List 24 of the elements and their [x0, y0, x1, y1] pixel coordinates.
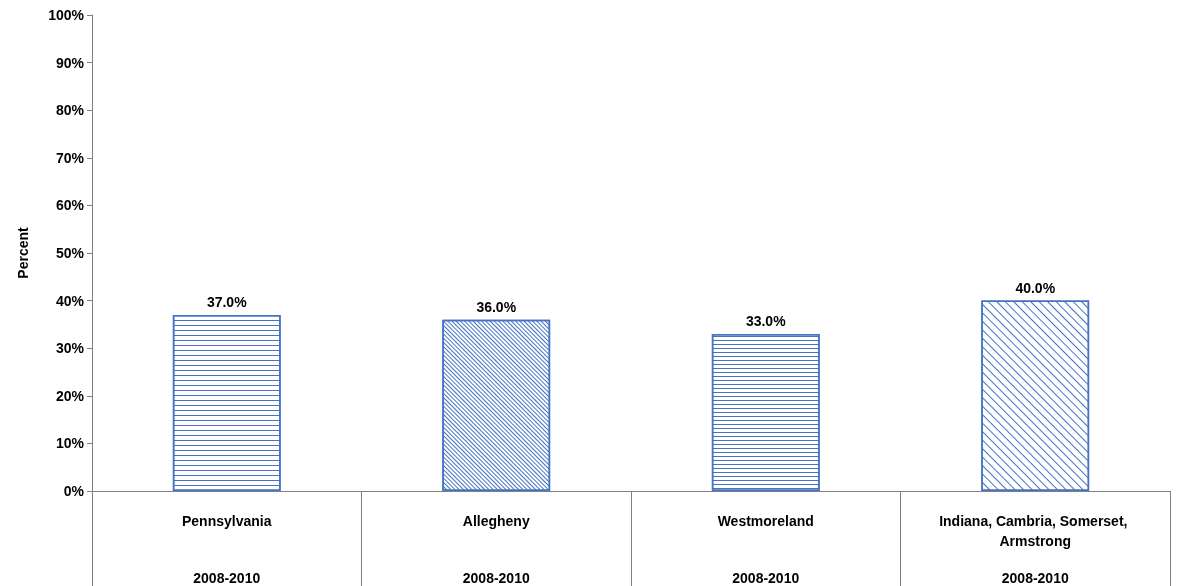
y-tick-label: 60%: [55, 197, 85, 214]
data-label: 36.0%: [476, 298, 517, 315]
y-tick-label: 30%: [55, 340, 85, 357]
y-tick-label: 80%: [55, 102, 85, 119]
x-tick-label: Allegheny: [462, 513, 530, 529]
y-tick-label: 70%: [55, 149, 85, 166]
x-tick-label: Westmoreland: [717, 513, 814, 529]
y-axis-title: Percent: [15, 226, 31, 279]
text: 2008-2010: [1001, 570, 1069, 586]
data-label: 37.0%: [206, 293, 248, 310]
y-tick-label: 100%: [48, 7, 85, 23]
data-label: 33.0%: [745, 312, 787, 329]
y-tick-label: 20%: [55, 387, 85, 404]
x-tick-label: Indiana, Cambria, Somerset, Armstrong: [939, 513, 1132, 549]
y-tick-label: 10%: [55, 435, 85, 452]
data-label: 40.0%: [1015, 279, 1056, 296]
x-tick-label: Pennsylvania: [182, 513, 272, 529]
y-tick-label: 50%: [55, 245, 85, 261]
y-tick-label: 90%: [55, 54, 85, 71]
text: 2008-2010: [732, 570, 800, 586]
y-tick-label: 0%: [63, 483, 85, 499]
y-tick-label: 40%: [55, 292, 85, 309]
text: 2008-2010: [462, 570, 530, 586]
text: 2008-2010: [193, 570, 261, 586]
